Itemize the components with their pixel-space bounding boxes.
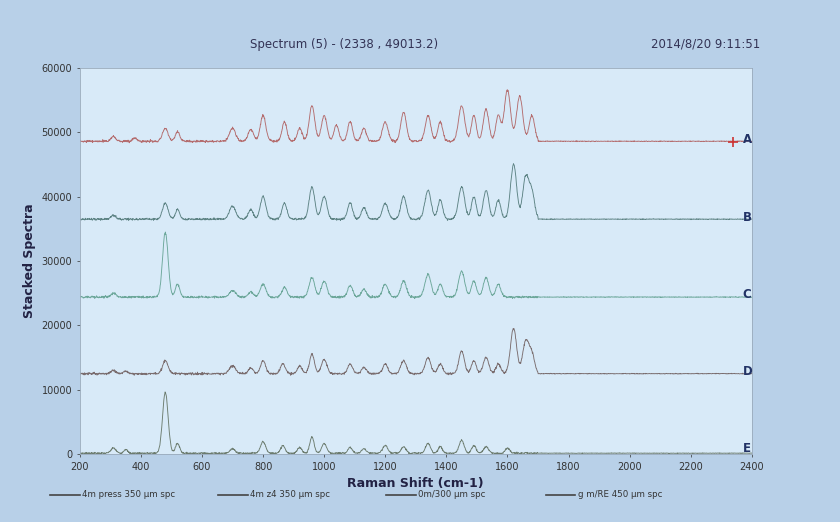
Text: E: E bbox=[743, 443, 751, 456]
Text: 2014/8/20 9:11:51: 2014/8/20 9:11:51 bbox=[651, 38, 760, 51]
Text: 4m z4 350 μm spc: 4m z4 350 μm spc bbox=[250, 490, 330, 500]
Text: C: C bbox=[743, 288, 752, 301]
Text: 0m/300 μm spc: 0m/300 μm spc bbox=[418, 490, 486, 500]
Y-axis label: Stacked Spectra: Stacked Spectra bbox=[23, 204, 36, 318]
Text: Spectrum (5) - (2338 , 49013.2): Spectrum (5) - (2338 , 49013.2) bbox=[250, 38, 438, 51]
Text: D: D bbox=[743, 365, 753, 378]
Text: A: A bbox=[743, 134, 752, 147]
Text: g m/RE 450 μm spc: g m/RE 450 μm spc bbox=[578, 490, 662, 500]
Text: B: B bbox=[743, 211, 752, 224]
Text: 4m press 350 μm spc: 4m press 350 μm spc bbox=[82, 490, 176, 500]
X-axis label: Raman Shift (cm-1): Raman Shift (cm-1) bbox=[348, 477, 484, 490]
